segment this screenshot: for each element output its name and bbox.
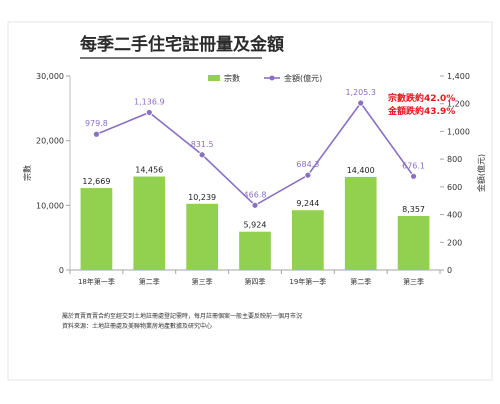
line-point (304, 171, 312, 179)
x-tick-label: 18年第一季 (78, 277, 115, 286)
bar-data-label: 5,924 (244, 221, 267, 230)
legend-label-line: 金額(億元) (284, 73, 322, 83)
y-right-axis-title: 金額(億元) (476, 154, 486, 192)
line-data-label: 979.8 (85, 119, 108, 128)
bar-data-label: 14,400 (347, 166, 375, 175)
line-data-label: 831.5 (191, 140, 214, 149)
bar-data-label: 14,456 (135, 166, 163, 175)
y-right-tick-label: 200 (447, 238, 462, 247)
legend-swatch-bar (208, 75, 220, 81)
line-data-label: 1,136.9 (134, 97, 165, 106)
chart-title: 每季二手住宅註冊量及金額 (80, 34, 284, 55)
footnote-2: 資料來源：土地註冊處及美聯物業房地產數據及研究中心 (62, 322, 212, 330)
y-left-tick-label: 20,000 (36, 137, 64, 146)
y-right-tick-label: 800 (447, 155, 462, 164)
annotation-count-drop: 宗數跌約42.0% (388, 92, 455, 104)
bar (397, 215, 430, 270)
line-point (251, 201, 259, 209)
y-left-axis-title: 宗數 (22, 165, 32, 181)
x-tick-label: 第四季 (245, 277, 266, 286)
bar-data-label: 9,244 (296, 199, 319, 208)
line-point (93, 130, 100, 138)
x-tick-label: 第三季 (192, 277, 213, 286)
bar (80, 188, 113, 270)
line-point (198, 151, 206, 159)
bar (292, 210, 324, 270)
bar-data-label: 12,669 (82, 177, 110, 186)
bar-data-label: 8,357 (402, 205, 425, 214)
x-tick-label: 第二季 (350, 277, 371, 286)
axes-layer: 0 10,000 20,000 30,000 0 200 400 600 800 1,000 1,2… (22, 72, 486, 286)
legend: 宗數 金額(億元) (208, 73, 322, 83)
y-right-tick-label: 400 (447, 211, 462, 220)
line-point (357, 99, 365, 107)
bar-data-label: 10,239 (188, 193, 216, 202)
line-data-label: 676.1 (402, 161, 425, 170)
legend-label-bar: 宗數 (224, 73, 240, 83)
y-left-tick-label: 30,000 (36, 72, 64, 81)
bars-layer (80, 176, 430, 270)
y-right-tick-label: 600 (447, 183, 462, 192)
bar (186, 203, 218, 270)
annotation-value-drop: 金額跌約43.9% (387, 105, 455, 117)
bar (133, 176, 166, 270)
legend-swatch-marker (269, 75, 275, 81)
y-right-tick-label: 1,000 (447, 127, 470, 136)
line-data-label: 684.3 (296, 160, 319, 169)
y-right-tick-label: 0 (447, 266, 452, 275)
y-left-tick-label: 10,000 (36, 201, 64, 210)
y-right-tick-label: 1,400 (447, 72, 470, 81)
line-data-label: 466.8 (244, 190, 267, 199)
line-point (410, 172, 417, 180)
footnote-1: 屬於買賣買賣合約至經交到土地註冊處登記需時，每月註冊個案一般主要反映前一個月市況 (62, 312, 302, 320)
bar (239, 231, 271, 270)
x-tick-label: 第二季 (139, 277, 160, 286)
x-tick-label: 19年第一季 (289, 277, 326, 286)
labels-layer: 12,669 14,456 10,239 5,924 9,244 14,400 8,357 9… (82, 88, 425, 230)
line-layer (93, 99, 417, 209)
y-left-tick-label: 0 (59, 266, 64, 275)
line-data-label: 1,205.3 (345, 88, 376, 97)
x-tick-label: 第三季 (403, 277, 424, 286)
y-right-tick-label: 1,200 (447, 100, 470, 109)
bar (344, 176, 377, 270)
line-point (145, 109, 153, 116)
